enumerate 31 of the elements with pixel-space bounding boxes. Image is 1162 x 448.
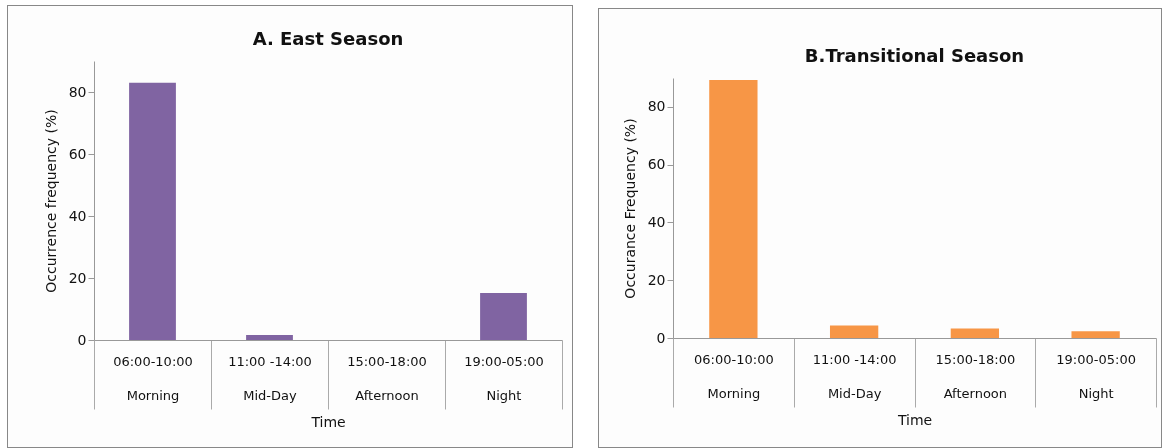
y-tick-label: 0 [77,331,87,348]
chart-title: B.Transitional Season [804,45,1025,66]
y-tick-label: 80 [68,83,87,100]
y-axis-title: Occurance Frequency (%) [621,118,638,299]
y-tick-label: 60 [647,156,666,173]
y-tick-label: 40 [68,207,87,224]
category-label: 11:00 -14:00 Mid-Day [228,353,312,403]
chart-title: A. East Season [252,28,404,49]
category-label: 15:00-18:00 Afternoon [347,353,427,403]
y-tick-label: 40 [647,213,666,230]
y-tick-label: 80 [647,98,666,115]
bar [480,292,527,340]
category-label: 19:00-05:00 Night [464,353,544,403]
bar [829,325,879,338]
bar [1071,331,1120,338]
category-label: 06:00-10:00 Morning [694,351,774,401]
category-label: 15:00-18:00 Afternoon [935,351,1016,401]
category-label: 19:00-05:00 Night [1056,351,1136,401]
y-tick-label: 60 [68,145,87,162]
y-tick-label: 0 [656,329,666,346]
x-axis-title: Time [310,414,346,430]
category-label: 06:00-10:00 Morning [113,353,193,403]
category-label: 11:00 -14:00 Mid-Day [812,351,897,401]
bar [709,80,758,338]
x-axis-title: Time [896,412,933,428]
y-tick-label: 20 [68,269,87,286]
y-tick-label: 20 [647,271,666,288]
bar [246,335,293,340]
bar [129,82,176,340]
bar [950,328,1000,338]
y-axis-title: Occurrence frequency (%) [42,109,59,293]
